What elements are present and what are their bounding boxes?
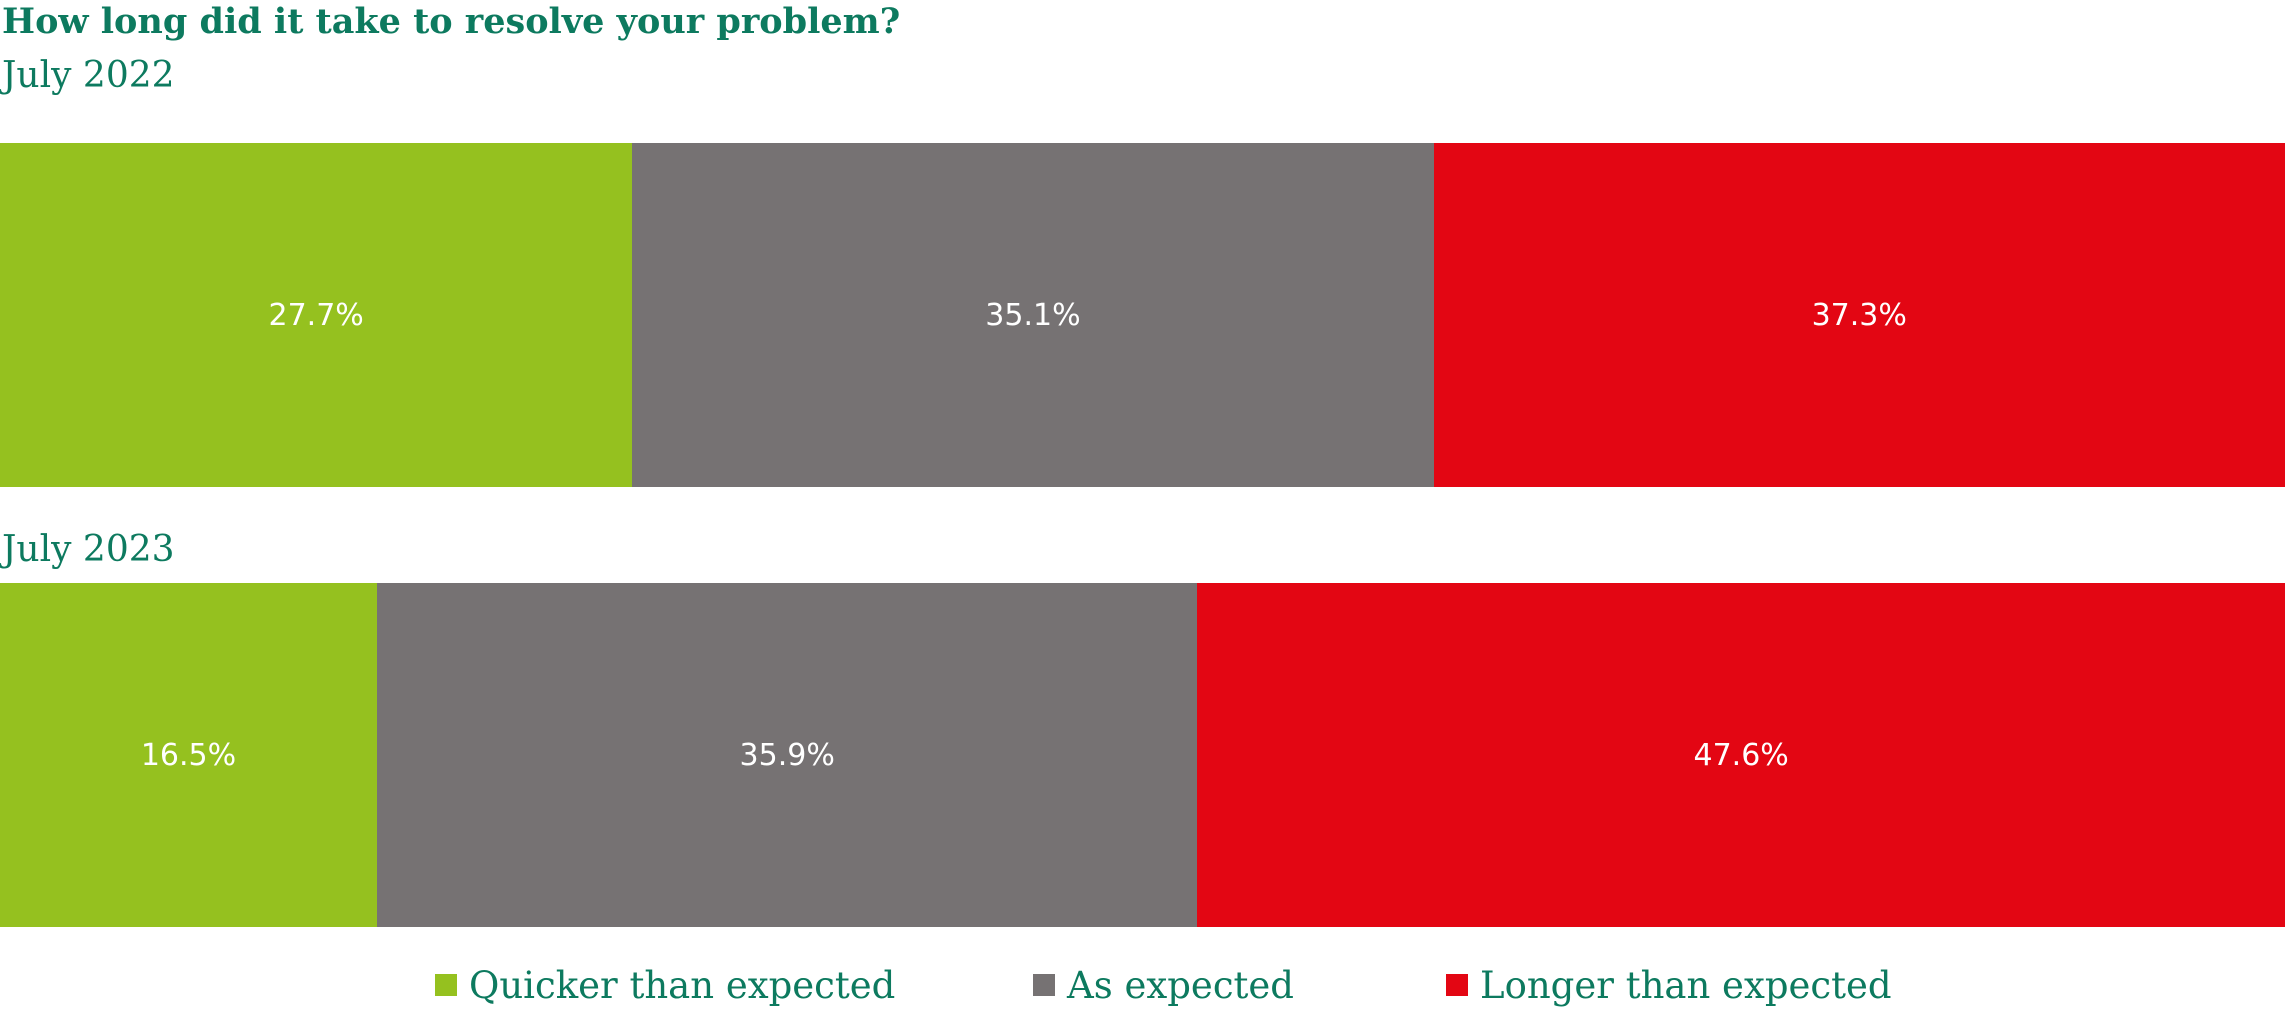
bar-row-july-2022: 27.7% 35.1% 37.3% xyxy=(0,143,2285,487)
bar-row-july-2023: 16.5% 35.9% 47.6% xyxy=(0,583,2285,927)
legend-item-as-expected: As expected xyxy=(1033,960,1294,1010)
chart-title: How long did it take to resolve your pro… xyxy=(2,1,901,42)
row-label-july-2023: July 2023 xyxy=(2,529,175,570)
legend-swatch-as-expected xyxy=(1033,974,1055,996)
legend-item-longer: Longer than expected xyxy=(1446,960,1892,1010)
bar-segment-longer-july-2022 xyxy=(1433,143,2285,487)
legend-swatch-quicker xyxy=(435,974,457,996)
legend-item-quicker: Quicker than expected xyxy=(435,960,895,1010)
legend-swatch-longer xyxy=(1446,974,1468,996)
row-label-july-2022: July 2022 xyxy=(2,55,175,96)
bar-segment-as-expected-july-2023 xyxy=(377,583,1198,927)
legend: Quicker than expected As expected Longer… xyxy=(0,960,2285,1010)
legend-label-quicker: Quicker than expected xyxy=(469,963,896,1007)
bar-segment-quicker-july-2022 xyxy=(0,143,633,487)
legend-label-as-expected: As expected xyxy=(1067,963,1294,1007)
bar-segment-longer-july-2023 xyxy=(1197,583,2285,927)
bar-segment-as-expected-july-2022 xyxy=(632,143,1434,487)
legend-label-longer: Longer than expected xyxy=(1480,963,1892,1007)
bar-segment-quicker-july-2023 xyxy=(0,583,378,927)
